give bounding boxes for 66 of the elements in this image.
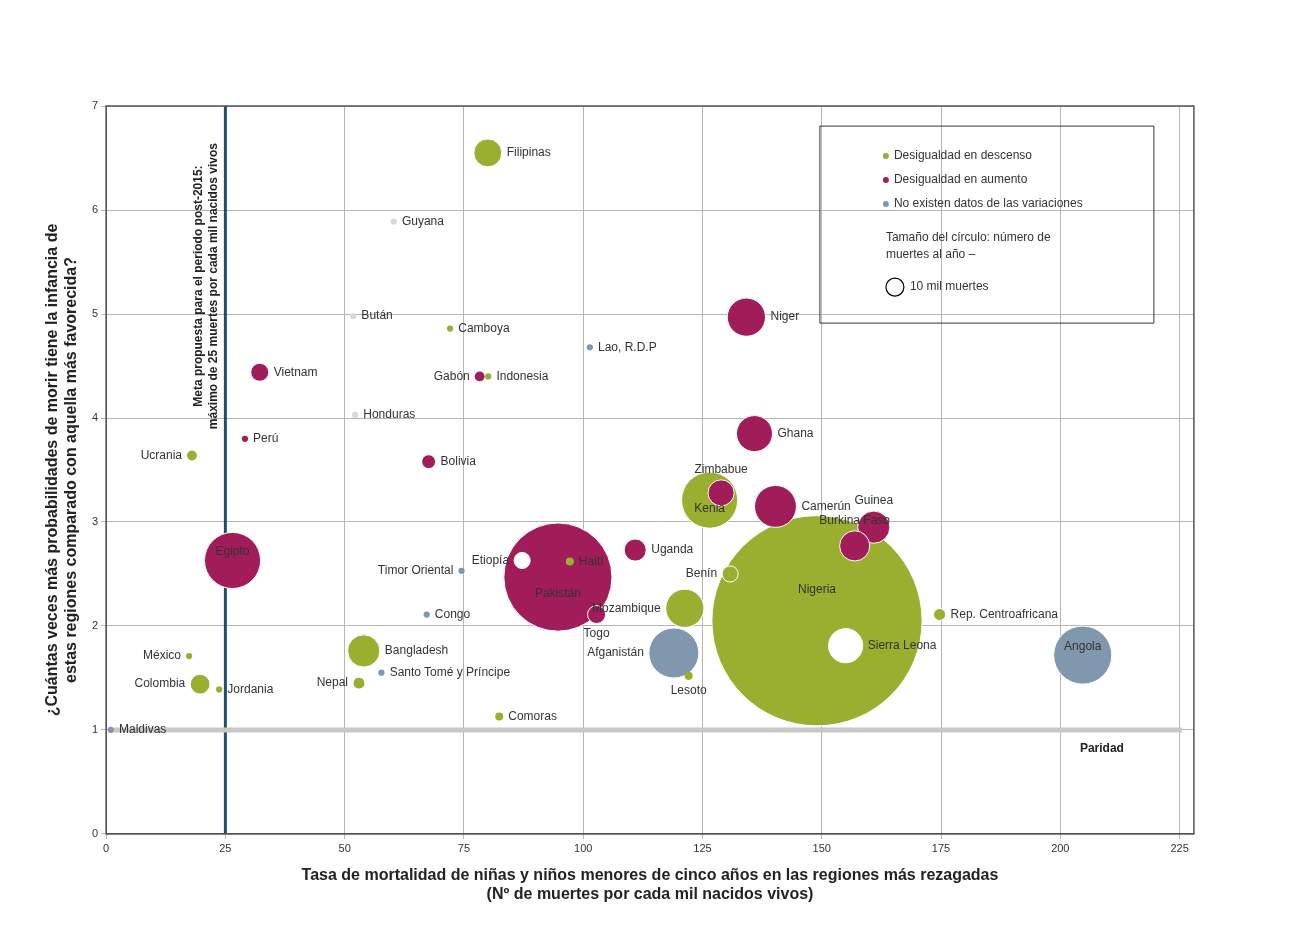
- annotation: México: [142, 648, 182, 663]
- y-tick-label: 0: [91, 826, 99, 839]
- annotation: Nigeria: [797, 581, 837, 596]
- annotation: Uganda: [651, 542, 694, 557]
- x-tick-label: 125: [693, 841, 712, 854]
- legend-label: Desigualdad en descenso: [893, 148, 1033, 163]
- annotation: Pakistán: [534, 585, 581, 600]
- annotation: Bolivia: [440, 453, 477, 468]
- legend-label: No existen datos de las variaciones: [893, 196, 1083, 211]
- annotation: Santo Tomé y Príncipe: [389, 665, 511, 680]
- ref-line-label: Meta propuesta para el periodo post-2015: máximo de 25 muertes por cada mil nacidos vivos: [191, 142, 221, 430]
- x-tick-label: 200: [1051, 841, 1070, 854]
- x-tick-label: 225: [1170, 841, 1189, 854]
- x-tick-label: 25: [219, 841, 232, 854]
- annotation: Honduras: [363, 407, 416, 422]
- y-axis-title: ¿Cuántas veces más probabilidades de morir tiene la infancia de estas regiones comparado con aquella más favorecida?: [42, 223, 79, 717]
- annotation: Guyana: [401, 213, 445, 228]
- annotation: Camboya: [458, 320, 510, 335]
- annotation: Angola: [1064, 638, 1102, 653]
- annotation: Rep. Centroafricana: [950, 606, 1059, 621]
- annotation: Camerún: [801, 498, 851, 513]
- legend-label: Desigualdad en aumento: [893, 172, 1028, 187]
- ref-line-label: Paridad: [1079, 740, 1124, 755]
- annotation: Egipto: [215, 544, 250, 559]
- y-tick-label: 2: [91, 618, 99, 631]
- legend-title: Tamaño del círculo: número de muertes al año –: [885, 230, 1051, 262]
- annotation: Haití: [578, 553, 605, 568]
- annotation: Zimbabue: [694, 461, 749, 476]
- annotation: Comoras: [508, 708, 557, 723]
- annotation: Filipinas: [506, 145, 551, 160]
- x-tick-label: 0: [103, 841, 110, 854]
- annotation: Maldivas: [118, 722, 167, 737]
- y-tick-label: 3: [91, 515, 99, 528]
- annotation: Lesoto: [670, 682, 707, 697]
- annotation: Niger: [770, 309, 800, 324]
- annotation: Ghana: [777, 425, 814, 440]
- annotation: Ucrania: [140, 447, 183, 462]
- annotation: Colombia: [134, 676, 186, 691]
- annotation: Guinea: [854, 492, 894, 507]
- annotation: Jordania: [227, 681, 274, 696]
- annotation: Vietnam: [273, 364, 318, 379]
- annotation: Congo: [434, 606, 471, 621]
- annotation: Benín: [685, 566, 718, 581]
- x-tick-label: 175: [931, 841, 951, 854]
- x-tick-label: 75: [457, 841, 471, 854]
- annotation: Kenia: [694, 500, 726, 515]
- annotation: Lao, R.D.P: [598, 339, 657, 354]
- x-tick-label: 100: [574, 841, 593, 854]
- y-tick-label: 4: [91, 411, 99, 424]
- legend-label: 10 mil muertes: [909, 279, 989, 294]
- annotation: Afganistán: [587, 645, 644, 660]
- y-tick-label: 6: [91, 203, 99, 216]
- x-tick-label: 150: [812, 841, 831, 854]
- annotation: Bután: [361, 308, 393, 323]
- y-tick-label: 7: [91, 99, 99, 112]
- annotation: Gabón: [433, 368, 470, 383]
- annotation: Togo: [583, 626, 610, 641]
- x-tick-label: 50: [338, 841, 351, 854]
- x-axis-title: Tasa de mortalidad de niñas y niños menores de cinco años en las regiones más rezagadas (Nº de muertes por cada mil nacidos vivos): [301, 866, 999, 903]
- annotation: Timor Oriental: [377, 563, 454, 578]
- annotation: Perú: [253, 431, 279, 446]
- y-tick-label: 1: [91, 722, 99, 735]
- annotation: Nepal: [316, 675, 348, 690]
- annotation: Indonesia: [496, 368, 549, 383]
- y-tick-label: 5: [91, 307, 99, 320]
- annotation: Bangladesh: [384, 643, 449, 658]
